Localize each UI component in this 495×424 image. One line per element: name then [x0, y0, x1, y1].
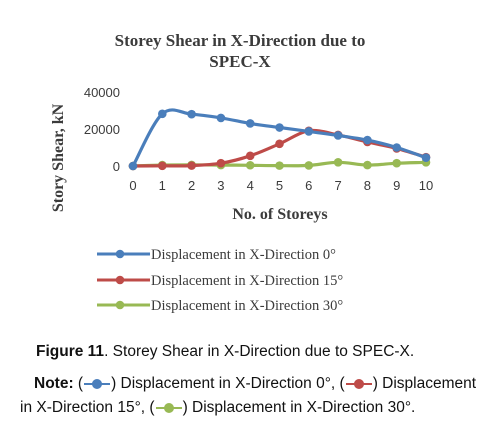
- legend-marker: [115, 249, 125, 259]
- x-tick-label: 1: [159, 178, 166, 193]
- caption-text: . Storey Shear in X-Direction due to SPE…: [104, 343, 415, 360]
- note-marker-red: [345, 378, 372, 390]
- y-tick-label: 0: [113, 159, 120, 174]
- x-tick-label: 9: [393, 178, 400, 193]
- data-point: [392, 158, 402, 168]
- series-line-0: [131, 108, 427, 167]
- data-point: [187, 109, 196, 119]
- chart-title-line2: SPEC-X: [209, 52, 271, 71]
- data-point: [333, 158, 343, 167]
- x-tick-label: 5: [276, 178, 283, 193]
- chart-title-line1: Storey Shear in X-Direction due to: [115, 31, 366, 50]
- data-point: [158, 109, 167, 119]
- y-axis-label: Story Shear, kN: [50, 103, 67, 212]
- data-point: [245, 160, 255, 170]
- note-text-1: (: [73, 375, 84, 392]
- legend-marker: [115, 275, 125, 285]
- data-point: [128, 161, 138, 171]
- note-text-4: ) Displacement in X-Direction 30°.: [182, 399, 416, 416]
- data-point: [392, 143, 402, 152]
- data-point: [245, 119, 255, 128]
- x-tick-label: 8: [364, 178, 371, 193]
- y-tick-label: 20000: [84, 122, 120, 137]
- figure-caption: Figure 11. Storey Shear in X-Direction d…: [36, 343, 486, 361]
- chart: Storey Shear in X-Direction due to SPEC-…: [50, 31, 433, 314]
- data-point: [158, 161, 167, 171]
- legend-label: Displacement in X-Direction 15°: [151, 273, 343, 289]
- legend: Displacement in X-Direction 0° Displaceme…: [97, 247, 343, 314]
- data-point: [363, 160, 372, 170]
- data-point: [275, 139, 284, 149]
- x-tick-label: 4: [247, 178, 254, 193]
- legend-label: Displacement in X-Direction 0°: [151, 247, 336, 263]
- data-point: [363, 135, 372, 145]
- x-tick-label: 6: [305, 178, 312, 193]
- note-marker-blue: [84, 378, 111, 390]
- x-tick-label: 3: [217, 178, 224, 193]
- data-point: [304, 161, 314, 170]
- axes: 0 20000 40000 0 1 2 3 4 5 6 7 8 9 10: [84, 85, 433, 193]
- data-point: [275, 123, 284, 132]
- legend-label: Displacement in X-Direction 30°: [151, 298, 343, 314]
- caption-label: Figure 11: [36, 343, 105, 360]
- x-tick-label: 10: [419, 178, 433, 193]
- series-line-1: [132, 128, 427, 168]
- data-point: [333, 131, 343, 140]
- data-point: [421, 153, 431, 162]
- figure-note: Note: ( ) Displacement in X-Direction 0°,…: [20, 372, 490, 420]
- legend-marker: [115, 300, 125, 310]
- data-point: [245, 151, 255, 161]
- data-point: [216, 158, 226, 168]
- x-tick-label: 2: [188, 178, 195, 193]
- note-text-2: ) Displacement in X-Direction 0°, (: [111, 375, 345, 392]
- data-point: [275, 161, 284, 170]
- note-marker-green: [155, 402, 182, 414]
- plot-area: [128, 108, 431, 171]
- data-point: [187, 161, 196, 170]
- x-axis-label: No. of Storeys: [232, 206, 327, 223]
- y-tick-label: 40000: [84, 85, 120, 100]
- x-tick-label: 0: [129, 178, 136, 193]
- data-point: [216, 113, 226, 123]
- note-label: Note:: [34, 375, 74, 392]
- data-point: [304, 127, 314, 136]
- x-tick-label: 7: [334, 178, 341, 193]
- note-text-3: ) Displacement in X-Direction 15°, (: [20, 375, 477, 416]
